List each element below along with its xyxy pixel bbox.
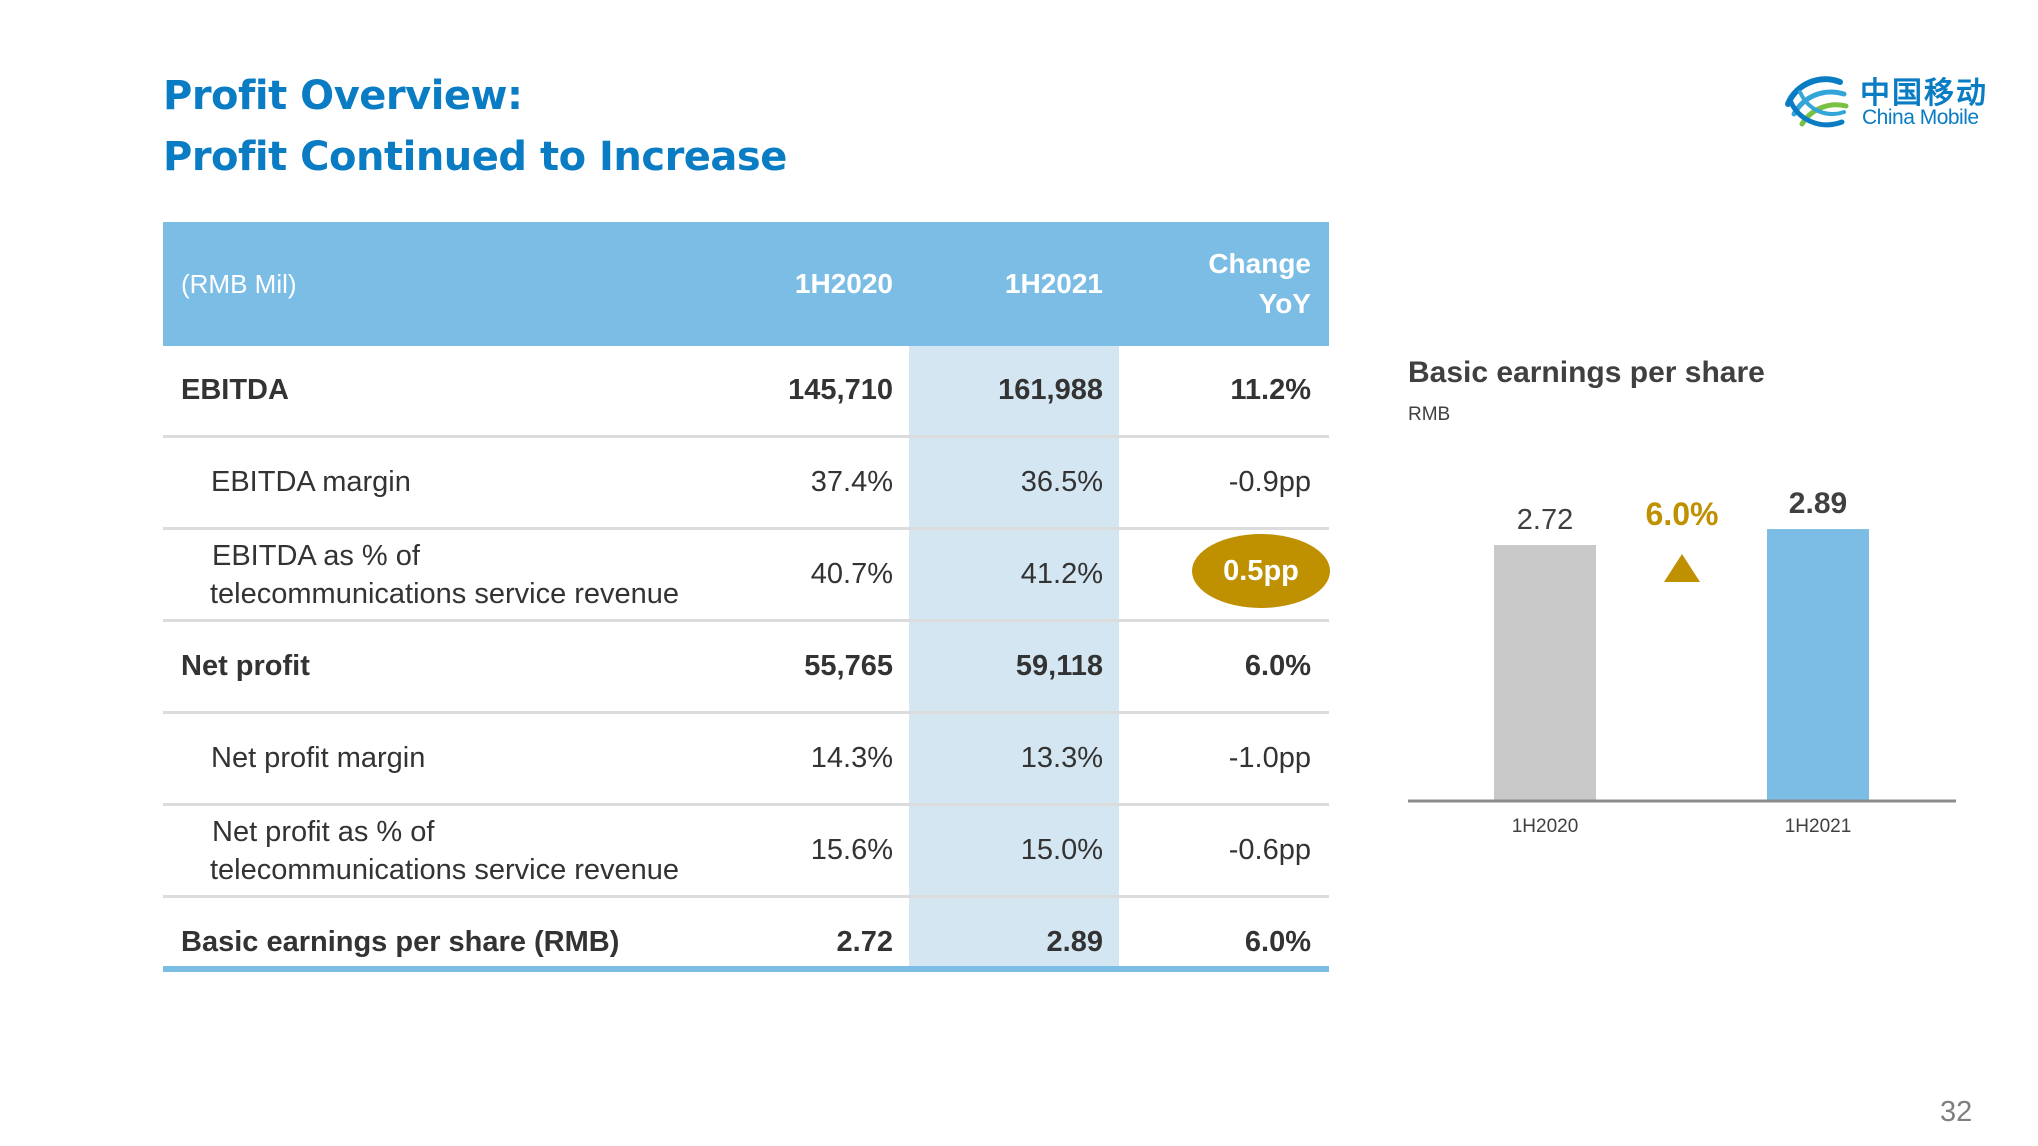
row-label: Net profit as % of telecommunications se…	[210, 806, 679, 895]
table-row: EBITDA as % of telecommunications servic…	[163, 530, 1329, 622]
table-row: EBITDA margin 37.4% 36.5% -0.9pp	[163, 438, 1329, 530]
cell-change: -0.6pp	[1228, 834, 1311, 866]
bar-1H2021	[1767, 529, 1869, 800]
growth-label: 6.0%	[1646, 496, 1719, 532]
table-header: (RMB Mil) 1H2020 1H2021 Change YoY	[163, 222, 1329, 346]
header-1h2020: 1H2020	[794, 268, 893, 299]
row-label-line-2: telecommunications service revenue	[210, 577, 680, 610]
title-line-2: Profit Continued to Increase	[163, 134, 787, 180]
cell-1h2020: 14.3%	[810, 742, 893, 774]
page-title: Profit Overview: Profit Continued to Inc…	[163, 66, 787, 188]
chart-title: Basic earnings per share	[1408, 356, 1765, 389]
header-change: Change	[1208, 248, 1311, 279]
cell-1h2020: 15.6%	[810, 834, 893, 866]
profit-table: (RMB Mil) 1H2020 1H2021 Change YoY EBITD…	[163, 222, 1329, 985]
up-triangle-icon	[1664, 554, 1700, 582]
cell-1h2020: 40.7%	[810, 558, 893, 590]
chart-unit: RMB	[1408, 404, 1451, 425]
cell-1h2021: 36.5%	[1020, 466, 1103, 498]
table-row: Net profit margin 14.3% 13.3% -1.0pp	[163, 714, 1329, 806]
cell-1h2020: 2.72	[836, 926, 893, 958]
row-label-line-2: telecommunications service revenue	[210, 853, 680, 886]
cell-change: 11.2%	[1230, 374, 1311, 406]
cell-change: -0.9pp	[1228, 466, 1311, 498]
bar-value-label: 2.72	[1517, 504, 1573, 536]
table-row: Net profit as % of telecommunications se…	[163, 806, 1329, 898]
header-change-yoy: Change YoY	[1123, 222, 1311, 346]
cell-1h2021: 161,988	[998, 374, 1103, 406]
x-tick-label: 1H2021	[1785, 816, 1852, 837]
cell-1h2021: 15.0%	[1020, 834, 1103, 866]
unit-label: (RMB Mil)	[181, 269, 297, 299]
row-label-line-1: Net profit as % of	[212, 815, 435, 848]
cell-1h2021: 13.3%	[1020, 742, 1103, 774]
eps-bar-chart: 2.72 1H2020 2.89 1H2021 6.0%	[1408, 487, 1956, 837]
page-number: 32	[1940, 1096, 1973, 1128]
column-highlight-1h2021	[909, 346, 1119, 970]
cell-change: 6.0%	[1244, 650, 1311, 682]
row-label: Basic earnings per share (RMB)	[181, 926, 620, 958]
row-label: Net profit	[181, 650, 310, 682]
cell-1h2021: 41.2%	[1020, 558, 1103, 590]
row-label: EBITDA as % of telecommunications servic…	[210, 530, 679, 619]
highlighted-change-badge: 0.5pp	[1192, 534, 1330, 608]
cell-1h2020: 37.4%	[810, 466, 893, 498]
cell-1h2021: 59,118	[1015, 650, 1103, 682]
cell-change: -1.0pp	[1228, 742, 1311, 774]
china-mobile-logo-icon	[1785, 76, 1849, 128]
china-mobile-logo: 中国移动 China Mobile	[1780, 66, 1990, 136]
table-row: Net profit 55,765 59,118 6.0%	[163, 622, 1329, 714]
header-yoy: YoY	[1258, 288, 1311, 319]
row-label-line-1: EBITDA as % of	[212, 539, 420, 572]
logo-english-text: China Mobile	[1862, 106, 1979, 129]
x-tick-label: 1H2020	[1512, 816, 1579, 837]
bar-1H2020	[1494, 545, 1596, 800]
table-body: EBITDA 145,710 161,988 11.2% EBITDA marg…	[163, 346, 1329, 985]
header-1h2021: 1H2021	[1004, 268, 1103, 299]
cell-1h2020: 145,710	[788, 374, 893, 406]
title-line-1: Profit Overview:	[163, 73, 523, 119]
table-row: Basic earnings per share (RMB) 2.72 2.89…	[163, 898, 1329, 985]
cell-1h2021: 2.89	[1046, 926, 1103, 958]
bar-value-label: 2.89	[1789, 487, 1847, 520]
table-row: EBITDA 145,710 161,988 11.2%	[163, 346, 1329, 438]
logo-chinese-text: 中国移动	[1860, 77, 1988, 110]
cell-change: 6.0%	[1244, 926, 1311, 958]
row-label: Net profit margin	[211, 742, 426, 774]
row-label: EBITDA	[181, 374, 289, 406]
table-bottom-border	[163, 966, 1329, 972]
row-label: EBITDA margin	[211, 466, 411, 498]
cell-1h2020: 55,765	[804, 650, 893, 682]
